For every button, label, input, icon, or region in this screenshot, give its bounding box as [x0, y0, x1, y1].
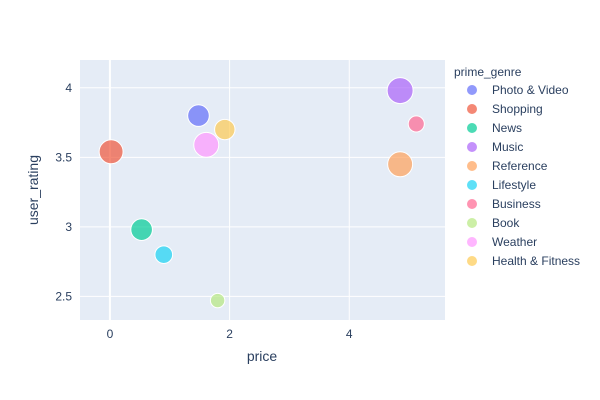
- legend-title: prime_genre: [454, 65, 522, 79]
- legend-marker: [467, 199, 477, 209]
- legend-label: Music: [492, 140, 523, 154]
- legend-label: Lifestyle: [492, 178, 536, 192]
- legend-marker: [467, 123, 477, 133]
- legend-label: Reference: [492, 159, 548, 173]
- legend-marker: [467, 180, 477, 190]
- y-tick-label: 3.5: [55, 150, 72, 164]
- legend-label: Health & Fitness: [492, 254, 580, 268]
- legend-marker: [467, 256, 477, 266]
- legend-label: Photo & Video: [492, 83, 569, 97]
- data-point: [98, 139, 124, 165]
- x-tick-label: 4: [346, 327, 353, 341]
- data-points: [98, 77, 425, 309]
- data-point: [407, 115, 425, 133]
- legend-marker: [467, 161, 477, 171]
- x-axis-ticks: 0 2 4: [107, 327, 353, 341]
- legend-label: Book: [492, 216, 520, 230]
- y-tick-label: 4: [65, 81, 72, 95]
- legend-marker: [467, 237, 477, 247]
- x-axis-title: price: [247, 348, 278, 364]
- data-point: [386, 77, 414, 105]
- x-tick-label: 2: [226, 327, 233, 341]
- data-point: [209, 292, 226, 309]
- data-point: [154, 245, 174, 264]
- plot-background: [80, 60, 445, 320]
- data-point: [387, 151, 414, 178]
- legend-marker: [467, 104, 477, 114]
- data-point: [214, 118, 236, 141]
- legend-marker: [467, 85, 477, 95]
- legend-label: Shopping: [492, 102, 543, 116]
- legend: prime_genre Photo & Video Shopping News Mus…: [454, 65, 580, 268]
- legend-label: Weather: [492, 235, 537, 249]
- y-axis-title: user_rating: [25, 155, 41, 225]
- grid-lines: [80, 60, 445, 320]
- legend-marker: [467, 142, 477, 152]
- y-tick-label: 3: [65, 220, 72, 234]
- data-point: [130, 218, 153, 241]
- y-tick-label: 2.5: [55, 289, 72, 303]
- legend-label: Business: [492, 197, 541, 211]
- legend-marker: [467, 218, 477, 228]
- data-point: [193, 131, 220, 158]
- legend-label: News: [492, 121, 522, 135]
- y-axis-ticks: 2.5 3 3.5 4: [55, 81, 72, 304]
- data-point: [187, 104, 210, 127]
- x-tick-label: 0: [107, 327, 114, 341]
